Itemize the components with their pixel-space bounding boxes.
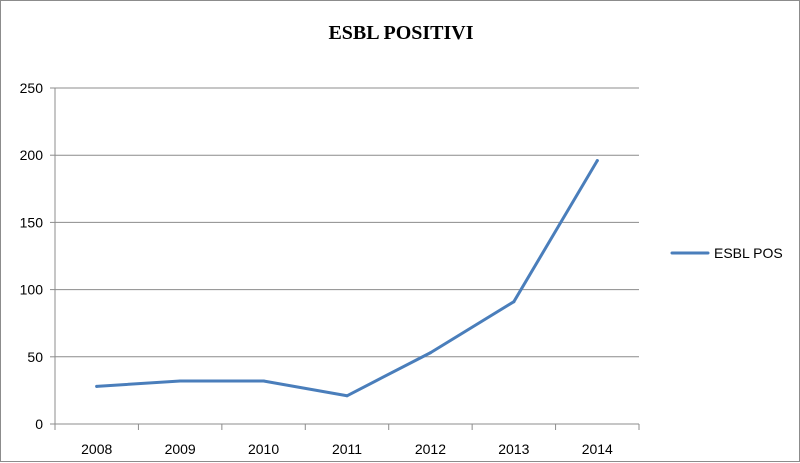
- x-tick-label-2008: 2008: [81, 441, 112, 457]
- x-tick-label-2013: 2013: [498, 441, 529, 457]
- data-point-2012: [428, 351, 432, 355]
- x-tick-label-2010: 2010: [248, 441, 279, 457]
- x-axis-ticks: 2008 2009 2010 2011 2012 2013 2014: [81, 441, 613, 457]
- data-point-2008: [95, 384, 99, 388]
- data-point-2013: [512, 300, 516, 304]
- chart-title: ESBL POSITIVI: [328, 22, 473, 44]
- data-point-2011: [345, 394, 349, 398]
- y-tick-label-250: 250: [20, 80, 44, 96]
- y-tick-label-200: 200: [20, 147, 44, 163]
- legend-label: ESBL POS: [714, 245, 783, 261]
- y-tick-label-150: 150: [20, 214, 44, 230]
- x-tick-label-2009: 2009: [165, 441, 196, 457]
- x-tick-label-2011: 2011: [332, 441, 362, 457]
- data-point-2010: [262, 379, 266, 383]
- y-axis-ticks: 0 50 100 150 200 250: [20, 80, 44, 432]
- axes: [50, 87, 640, 430]
- x-tick-label-2014: 2014: [582, 441, 613, 457]
- x-tick-label-2012: 2012: [415, 441, 446, 457]
- series-group: [95, 159, 599, 398]
- series-line-0: [95, 159, 599, 398]
- y-tick-label-50: 50: [27, 349, 43, 365]
- y-tick-label-100: 100: [20, 282, 44, 298]
- data-point-2009: [178, 379, 182, 383]
- legend: ESBL POS: [670, 245, 783, 261]
- grid-lines: [55, 87, 639, 358]
- y-tick-label-0: 0: [35, 416, 43, 432]
- data-point-2014: [595, 159, 599, 163]
